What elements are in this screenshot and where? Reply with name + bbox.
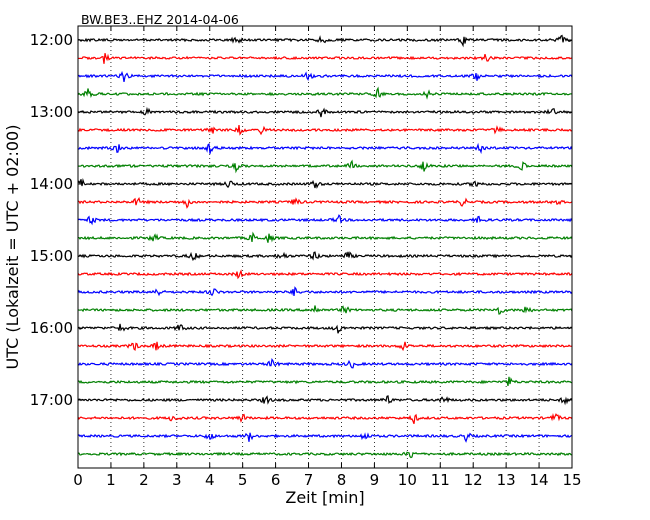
trace-1545: [77, 305, 573, 315]
trace-1445: [77, 231, 573, 243]
x-axis-ticks: 0 1 2 3 4 5 6 7 8 9 10 11 12 13 14 15: [73, 26, 582, 489]
trace-1645: [77, 376, 573, 387]
x-tick-label: 13: [497, 471, 516, 489]
x-tick-label: 2: [139, 471, 149, 489]
y-tick-label: 12:00: [30, 31, 73, 49]
y-tick-label: 15:00: [30, 247, 73, 265]
x-tick-label: 1: [106, 471, 116, 489]
trace-1300: [77, 106, 573, 118]
y-axis-ticks: 12:00 13:00 14:00 15:00 16:00 17:00: [30, 31, 572, 409]
trace-1515: [77, 269, 573, 280]
trace-1430: [77, 214, 573, 226]
x-tick-label: 12: [464, 471, 483, 489]
trace-1500: [77, 251, 573, 262]
trace-1715: [77, 413, 573, 425]
x-tick-label: 5: [238, 471, 248, 489]
y-axis-label: UTC (Lokalzeit = UTC + 02:00): [3, 125, 22, 370]
x-tick-label: 0: [73, 471, 83, 489]
plot-frame: [77, 25, 573, 469]
seismic-traces: [77, 34, 573, 459]
trace-1345: [77, 159, 573, 174]
trace-1315: [77, 125, 573, 136]
trace-1615: [77, 341, 573, 352]
trace-1400: [77, 177, 573, 189]
y-tick-label: 13:00: [30, 103, 73, 121]
trace-1530: [77, 286, 573, 297]
y-tick-label: 16:00: [30, 319, 73, 337]
trace-1745: [77, 451, 573, 459]
trace-1200: [77, 34, 573, 48]
x-tick-label: 4: [205, 471, 215, 489]
trace-1600: [77, 323, 573, 334]
x-tick-label: 6: [271, 471, 281, 489]
x-tick-label: 15: [562, 471, 581, 489]
y-tick-label: 17:00: [30, 391, 73, 409]
trace-1245: [77, 86, 573, 100]
x-axis-label: Zeit [min]: [285, 488, 364, 507]
trace-1330: [77, 142, 573, 155]
trace-1215: [77, 53, 573, 64]
x-tick-label: 10: [398, 471, 417, 489]
x-tick-label: 8: [337, 471, 347, 489]
trace-1230: [77, 70, 573, 82]
trace-1415: [77, 197, 573, 209]
y-tick-label: 14:00: [30, 175, 73, 193]
trace-1630: [77, 358, 573, 369]
x-tick-label: 7: [304, 471, 314, 489]
grid-lines: [110, 26, 540, 468]
chart-title: BW.BE3..EHZ 2014-04-06: [81, 12, 239, 27]
trace-1700: [77, 395, 573, 406]
x-tick-label: 3: [172, 471, 182, 489]
x-tick-label: 14: [530, 471, 549, 489]
x-tick-label: 11: [431, 471, 450, 489]
x-tick-label: 9: [370, 471, 380, 489]
trace-1730: [77, 432, 573, 443]
